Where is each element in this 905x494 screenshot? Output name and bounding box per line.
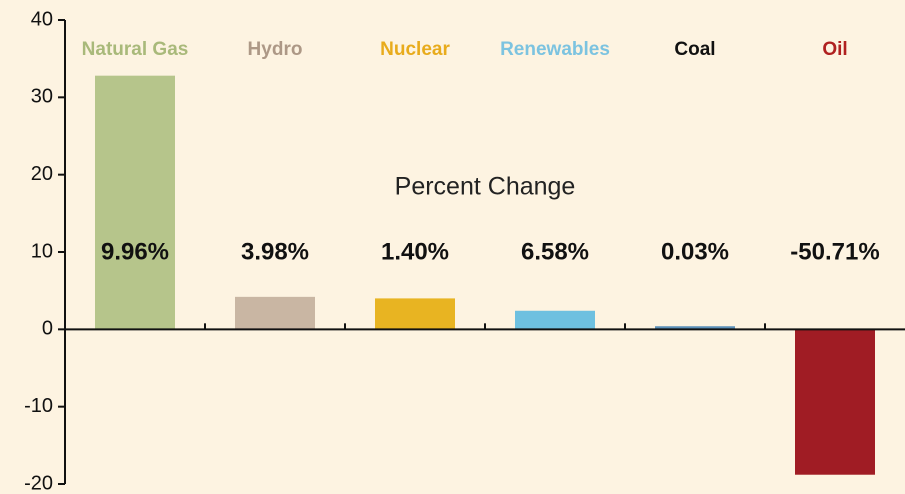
- percent-label: 0.03%: [661, 238, 729, 265]
- category-label: Coal: [674, 39, 715, 60]
- bar: [95, 75, 175, 330]
- category-label: Renewables: [500, 39, 610, 60]
- bar: [655, 326, 735, 330]
- bar: [375, 298, 455, 330]
- y-tick-label: -10: [24, 395, 53, 417]
- y-tick-label: 20: [31, 163, 53, 185]
- bar: [795, 329, 875, 475]
- category-label: Nuclear: [380, 39, 450, 60]
- percent-label: 1.40%: [381, 238, 449, 265]
- y-tick-label: -20: [24, 472, 53, 494]
- category-label: Natural Gas: [82, 39, 189, 60]
- category-label: Oil: [822, 39, 847, 60]
- y-tick-label: 0: [42, 318, 53, 340]
- percent-label: 6.58%: [521, 238, 589, 265]
- bar: [235, 296, 315, 330]
- y-tick-label: 30: [31, 86, 53, 108]
- percent-label: 3.98%: [241, 238, 309, 265]
- y-tick-label: 10: [31, 240, 53, 262]
- category-label: Hydro: [248, 39, 303, 60]
- y-tick-label: 40: [31, 8, 53, 30]
- bar: [515, 310, 595, 330]
- percent-label: 9.96%: [101, 238, 169, 265]
- percent-label: -50.71%: [790, 238, 879, 265]
- annotation: Percent Change: [395, 173, 576, 201]
